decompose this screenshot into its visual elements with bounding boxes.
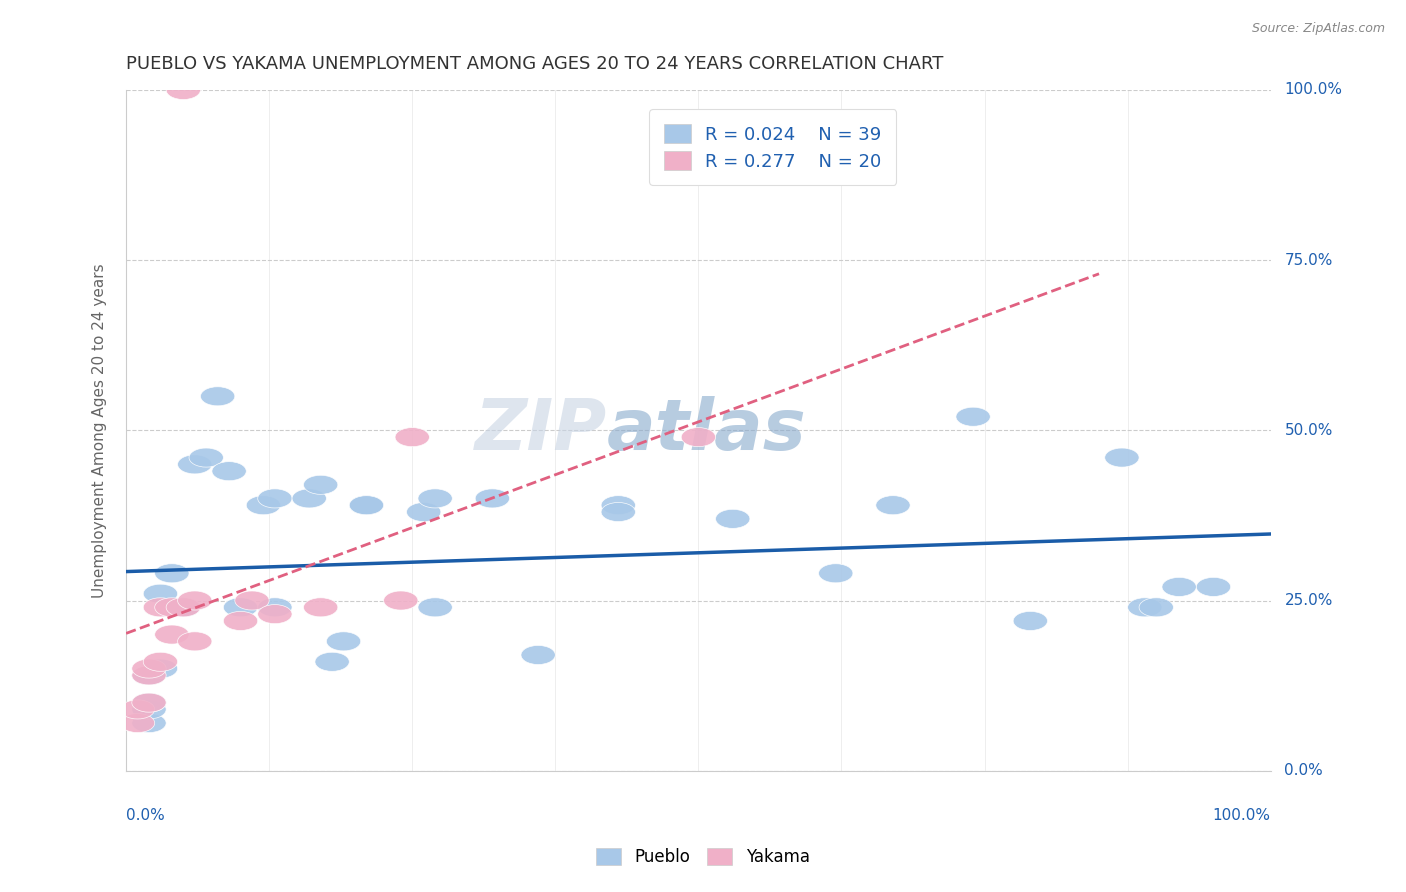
Text: 100.0%: 100.0% — [1285, 82, 1343, 97]
Ellipse shape — [418, 489, 453, 508]
Ellipse shape — [132, 659, 166, 678]
Ellipse shape — [155, 598, 188, 617]
Ellipse shape — [224, 598, 257, 617]
Ellipse shape — [166, 80, 201, 100]
Ellipse shape — [257, 605, 292, 624]
Text: 75.0%: 75.0% — [1285, 252, 1333, 268]
Text: ZIP: ZIP — [475, 396, 607, 465]
Ellipse shape — [257, 598, 292, 617]
Ellipse shape — [1014, 611, 1047, 631]
Ellipse shape — [682, 427, 716, 447]
Ellipse shape — [212, 462, 246, 481]
Ellipse shape — [166, 598, 201, 617]
Ellipse shape — [155, 564, 188, 582]
Ellipse shape — [257, 489, 292, 508]
Ellipse shape — [177, 632, 212, 651]
Ellipse shape — [188, 448, 224, 467]
Legend: Pueblo, Yakama: Pueblo, Yakama — [589, 841, 817, 873]
Ellipse shape — [132, 714, 166, 732]
Ellipse shape — [326, 632, 361, 651]
Ellipse shape — [201, 387, 235, 406]
Ellipse shape — [475, 489, 509, 508]
Ellipse shape — [143, 598, 177, 617]
Ellipse shape — [121, 714, 155, 732]
Text: 50.0%: 50.0% — [1285, 423, 1333, 438]
Ellipse shape — [406, 502, 441, 522]
Ellipse shape — [132, 700, 166, 719]
Legend: R = 0.024    N = 39, R = 0.277    N = 20: R = 0.024 N = 39, R = 0.277 N = 20 — [650, 109, 896, 186]
Text: 0.0%: 0.0% — [127, 808, 165, 823]
Ellipse shape — [1139, 598, 1174, 617]
Ellipse shape — [395, 427, 429, 447]
Ellipse shape — [716, 509, 749, 528]
Ellipse shape — [246, 496, 281, 515]
Ellipse shape — [143, 659, 177, 678]
Ellipse shape — [132, 665, 166, 685]
Ellipse shape — [132, 693, 166, 712]
Text: Source: ZipAtlas.com: Source: ZipAtlas.com — [1251, 22, 1385, 36]
Ellipse shape — [143, 584, 177, 603]
Ellipse shape — [1105, 448, 1139, 467]
Ellipse shape — [304, 475, 337, 494]
Ellipse shape — [1197, 577, 1230, 597]
Ellipse shape — [818, 564, 853, 582]
Ellipse shape — [956, 407, 990, 426]
Ellipse shape — [132, 665, 166, 685]
Ellipse shape — [292, 489, 326, 508]
Text: 25.0%: 25.0% — [1285, 593, 1333, 608]
Ellipse shape — [418, 598, 453, 617]
Ellipse shape — [349, 496, 384, 515]
Text: 0.0%: 0.0% — [1285, 764, 1323, 778]
Y-axis label: Unemployment Among Ages 20 to 24 years: Unemployment Among Ages 20 to 24 years — [93, 263, 107, 598]
Ellipse shape — [349, 496, 384, 515]
Ellipse shape — [315, 652, 349, 672]
Ellipse shape — [1128, 598, 1161, 617]
Text: atlas: atlas — [607, 396, 807, 465]
Ellipse shape — [121, 700, 155, 719]
Ellipse shape — [522, 646, 555, 665]
Ellipse shape — [602, 496, 636, 515]
Ellipse shape — [143, 652, 177, 672]
Ellipse shape — [166, 598, 201, 617]
Ellipse shape — [155, 625, 188, 644]
Ellipse shape — [224, 611, 257, 631]
Text: PUEBLO VS YAKAMA UNEMPLOYMENT AMONG AGES 20 TO 24 YEARS CORRELATION CHART: PUEBLO VS YAKAMA UNEMPLOYMENT AMONG AGES… — [127, 55, 943, 73]
Ellipse shape — [602, 502, 636, 522]
Ellipse shape — [235, 591, 269, 610]
Ellipse shape — [132, 693, 166, 712]
Ellipse shape — [876, 496, 910, 515]
Text: 100.0%: 100.0% — [1213, 808, 1271, 823]
Ellipse shape — [177, 455, 212, 474]
Ellipse shape — [304, 598, 337, 617]
Ellipse shape — [384, 591, 418, 610]
Ellipse shape — [1161, 577, 1197, 597]
Ellipse shape — [177, 591, 212, 610]
